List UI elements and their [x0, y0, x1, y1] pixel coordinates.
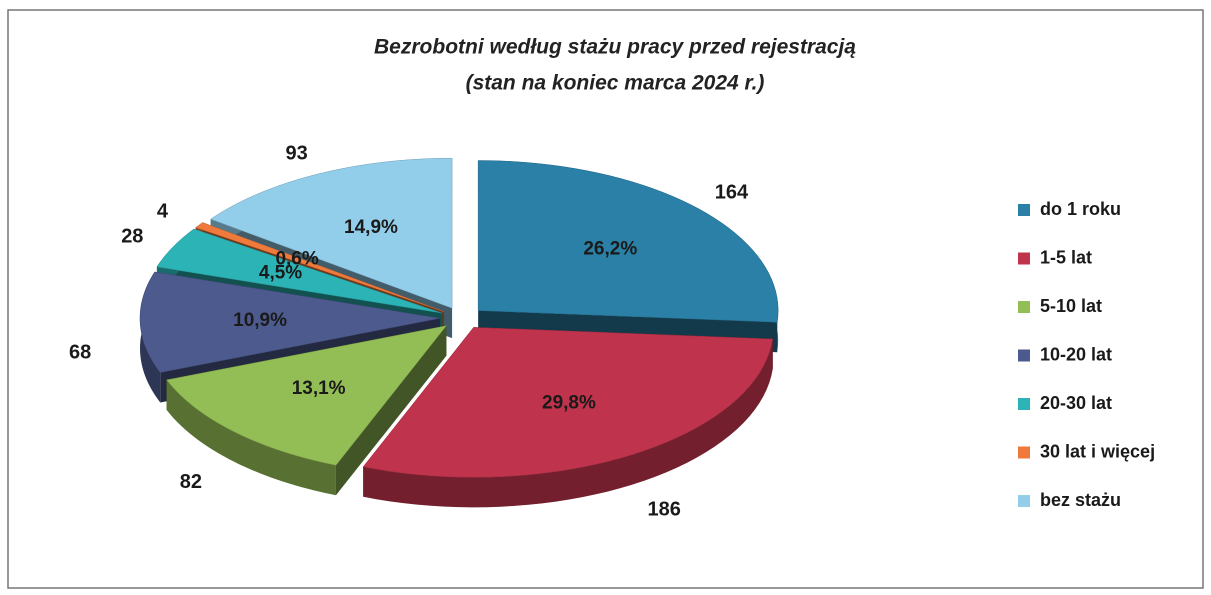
percent-label: 4,5%	[259, 263, 302, 284]
legend-label: bez stażu	[1040, 490, 1121, 510]
slice-wall	[363, 339, 773, 508]
chart-title: Bezrobotni według stażu pracy przed reje…	[374, 36, 856, 59]
value-label: 28	[121, 226, 143, 248]
legend-label: 1-5 lat	[1040, 247, 1092, 267]
percent-label: 13,1%	[292, 378, 346, 399]
legend-label: 20-30 lat	[1040, 393, 1112, 413]
slice	[210, 157, 453, 309]
value-label: 93	[285, 142, 307, 164]
percent-label: 14,9%	[344, 217, 398, 238]
value-label: 68	[69, 342, 91, 364]
percent-label: 29,8%	[542, 393, 596, 414]
legend-label: 5-10 lat	[1040, 296, 1102, 316]
slice	[362, 327, 774, 478]
legend-swatch	[1018, 495, 1030, 507]
value-label: 186	[648, 498, 681, 520]
slice-wall	[166, 379, 336, 496]
value-label: 164	[715, 182, 749, 204]
slice	[139, 271, 441, 373]
legend-swatch	[1018, 349, 1030, 362]
legend-swatch	[1018, 204, 1030, 216]
legend-label: 10-20 lat	[1040, 344, 1112, 364]
legend-swatch	[1018, 446, 1030, 459]
legend-label: do 1 roku	[1040, 199, 1121, 219]
slice-side	[335, 325, 447, 496]
slice	[166, 325, 447, 466]
legend-swatch	[1018, 301, 1030, 313]
chart-subtitle: (stan na koniec marca 2024 r.)	[466, 72, 765, 95]
percent-label: 26,2%	[583, 238, 637, 259]
slice	[195, 222, 445, 312]
legend-swatch	[1018, 252, 1030, 265]
value-label: 82	[180, 471, 202, 493]
legend-swatch	[1018, 398, 1030, 410]
value-label: 4	[157, 200, 169, 222]
legend-label: 30 lat i więcej	[1040, 441, 1155, 461]
percent-label: 0,6%	[275, 249, 318, 270]
slice	[477, 160, 779, 323]
percent-label: 10,9%	[233, 310, 287, 331]
slice	[156, 228, 443, 314]
